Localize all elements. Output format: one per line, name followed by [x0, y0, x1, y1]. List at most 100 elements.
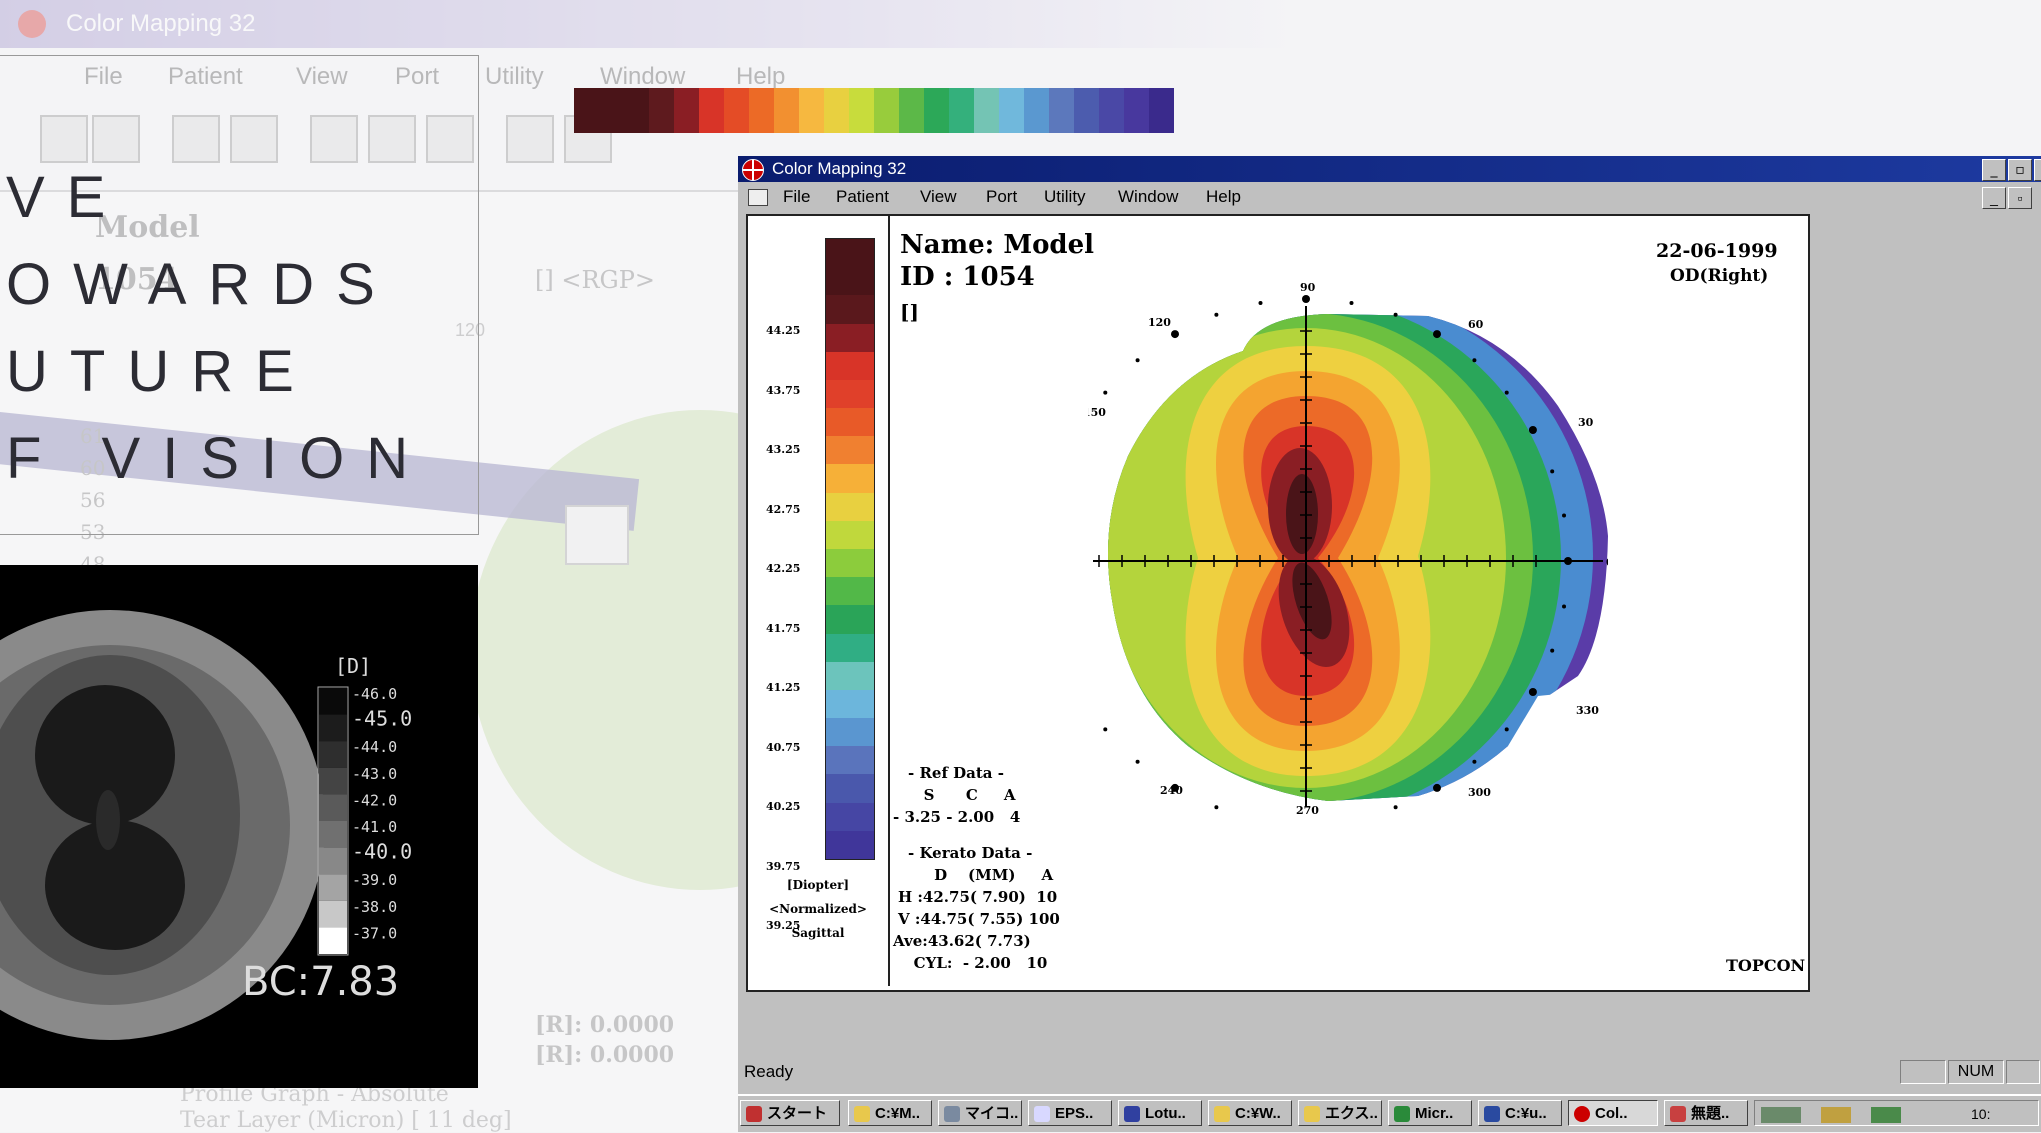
task-folder-w[interactable]: C:¥W..	[1208, 1100, 1292, 1126]
color-scale-tick: 39.25	[766, 919, 801, 932]
color-strip-cell	[774, 88, 799, 133]
color-scale-cell	[826, 239, 874, 268]
kerato-ave: Ave:43.62( 7.73)	[893, 932, 1031, 950]
task-folder-m[interactable]: C:¥M..	[848, 1100, 932, 1126]
rim-dot	[1528, 426, 1537, 434]
color-scale-cell	[826, 802, 874, 832]
color-scale-cell	[826, 408, 874, 437]
background-menu-port: Port	[395, 63, 440, 90]
menu-window[interactable]: Window	[1118, 187, 1179, 206]
background-map3-icon	[426, 115, 474, 163]
color-scale-cell	[826, 464, 874, 494]
gray-scale-cell	[319, 821, 347, 848]
title-bar[interactable]: Color Mapping 32 _ ▫ ×	[738, 156, 2041, 182]
maximize-button[interactable]: ▫	[2008, 159, 2032, 181]
menu-utility[interactable]: Utility	[1044, 187, 1086, 206]
start-button[interactable]: スタート	[740, 1100, 840, 1126]
kerato-v: V :44.75( 7.55) 100	[898, 910, 1060, 928]
menu-port[interactable]: Port	[986, 187, 1018, 206]
kerato-h: H :42.75( 7.90) 10	[898, 888, 1058, 906]
grayscale-topography: -46.0 -45.0 -44.0 -43.0 -42.0 -41.0 -40.0 -39.0…	[0, 565, 478, 1088]
color-scale-tick: 39.75	[766, 859, 801, 873]
color-scale-tick: 40.25	[766, 800, 801, 813]
color-scale-cell	[826, 323, 874, 353]
gray-scale-cell	[319, 900, 347, 928]
task-untitled[interactable]: 無題..	[1664, 1100, 1748, 1126]
task-lotus[interactable]: Lotu..	[1118, 1100, 1202, 1126]
exam-date: 22-06-1999	[1656, 240, 1778, 262]
background-map-icon	[310, 115, 358, 163]
app-icon[interactable]	[742, 159, 764, 181]
task-label: C:¥W..	[1235, 1105, 1281, 1122]
color-scale-cell	[826, 661, 874, 691]
close-button[interactable]: ×	[2034, 159, 2041, 181]
gray-scale-unit: [D]	[335, 654, 371, 678]
color-strip-cell	[699, 88, 724, 133]
angle-330: 330	[1576, 704, 1599, 717]
scale-type: Sagittal	[791, 926, 845, 940]
color-strip-cell	[999, 88, 1024, 133]
background-menu-bar: File Patient View Port Utility Window He…	[0, 55, 900, 101]
task-explorer[interactable]: エクス..	[1298, 1100, 1382, 1126]
ref-data-header: S C A	[908, 786, 1016, 804]
main-window: Color Mapping 32 _ ▫ × File Patient View…	[738, 156, 2041, 1132]
color-scale-cell	[826, 436, 874, 465]
color-strip-cell	[574, 88, 599, 133]
patient-name: Name: Model	[900, 230, 1095, 260]
gray-scale-tick: -46.0	[352, 685, 397, 703]
background-id: 1054	[95, 262, 179, 297]
task-color-mapping[interactable]: Col..	[1568, 1100, 1658, 1126]
ref-data-values: - 3.25 - 2.00 4	[893, 808, 1021, 826]
color-strip-cell	[1049, 88, 1074, 133]
task-microsoft[interactable]: Micr..	[1388, 1100, 1472, 1126]
gray-center	[96, 790, 120, 850]
mdi-minimize-button[interactable]: _	[1982, 187, 2006, 209]
color-strip-cell	[724, 88, 749, 133]
document-icon[interactable]	[748, 189, 768, 206]
color-mapping-icon	[1574, 1106, 1590, 1122]
color-scale-tick: 41.75	[766, 621, 801, 635]
gray-scale-cell	[319, 741, 347, 768]
task-word[interactable]: C:¥u..	[1478, 1100, 1562, 1126]
background-scale-value: 60	[80, 456, 106, 480]
background-rgp: [] <RGP>	[535, 266, 655, 294]
angle-30: 30	[1578, 416, 1594, 429]
task-label: C:¥u..	[1505, 1105, 1547, 1122]
mdi-maximize-button[interactable]: ▫	[2008, 187, 2032, 209]
menu-patient[interactable]: Patient	[836, 187, 889, 206]
task-my-computer[interactable]: マイコ..	[938, 1100, 1022, 1126]
eps-icon	[1034, 1106, 1050, 1122]
minimize-button[interactable]: _	[1982, 159, 2006, 181]
zone-darkest-upper	[1286, 474, 1318, 554]
background-open-icon	[40, 115, 88, 163]
rim-dot	[1103, 390, 1108, 395]
rim-dot	[1258, 300, 1263, 305]
gray-scale-cell	[319, 847, 347, 875]
rim-dot	[1562, 604, 1567, 609]
color-strip-cell	[924, 88, 949, 133]
background-name: Model	[95, 210, 200, 245]
color-scale-cell	[826, 689, 874, 719]
gray-scale-cell	[319, 767, 347, 795]
menu-view[interactable]: View	[920, 187, 957, 206]
gray-scale-frame	[317, 686, 349, 956]
background-scale-value: 56	[80, 488, 106, 512]
rim-dot	[1550, 648, 1555, 653]
rim-dot	[1433, 330, 1441, 339]
tagline-line-4: F VISION	[6, 426, 431, 491]
background-tear-text: Tear Layer (Micron) [ 11 deg]	[180, 1108, 512, 1133]
corneal-zones	[1108, 314, 1608, 801]
background-print-icon	[506, 115, 554, 163]
menu-help[interactable]: Help	[1206, 187, 1241, 206]
gray-scale-tick: -45.0	[352, 707, 412, 731]
task-eps[interactable]: EPS..	[1028, 1100, 1112, 1126]
gray-bc-value: BC:7.83	[242, 959, 399, 1005]
system-tray[interactable]: 10:	[1754, 1100, 2039, 1126]
rim-dot	[1564, 557, 1572, 565]
gray-scale-cell	[319, 794, 347, 821]
color-scale-cell	[826, 295, 874, 325]
menu-file[interactable]: File	[783, 187, 811, 206]
gray-lobe-upper	[35, 685, 175, 825]
color-strip-cell	[874, 88, 899, 133]
status-panel-end	[2006, 1060, 2040, 1084]
